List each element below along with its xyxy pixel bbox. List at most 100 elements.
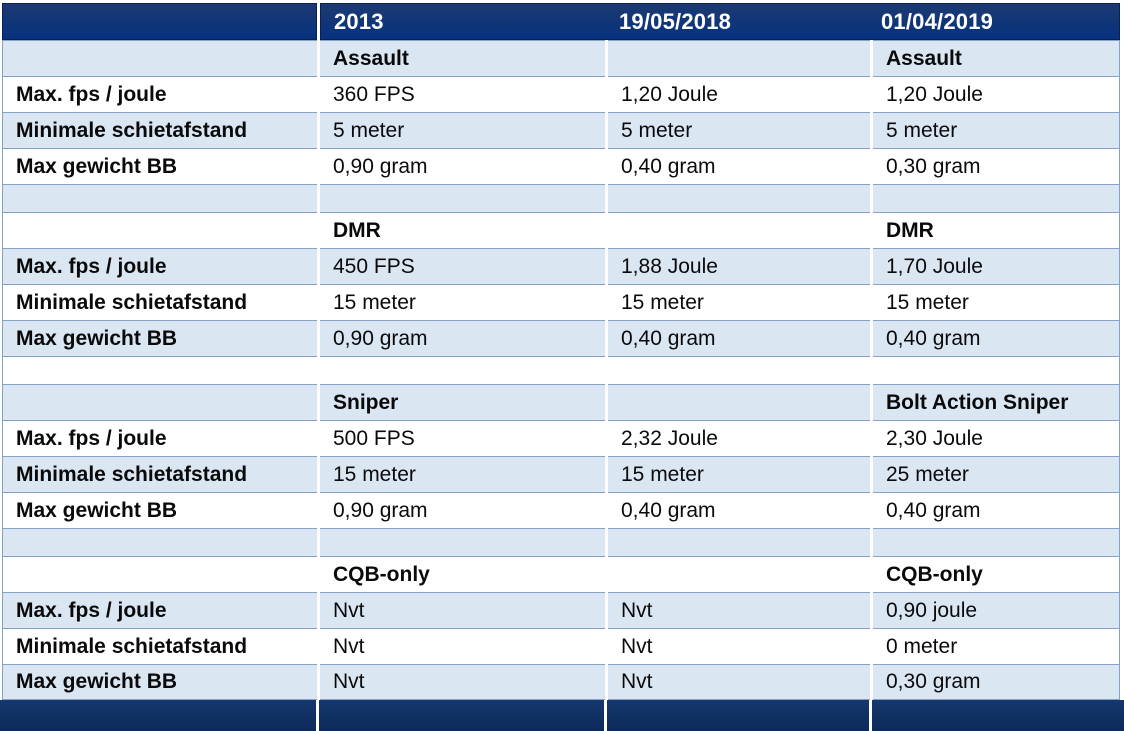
- spacer-cell: [3, 356, 317, 384]
- value-cell-2018: 0,40 gram: [608, 148, 870, 184]
- footer-cell: [319, 700, 604, 731]
- header-years-cell: 2013 19/05/2018 01/04/2019: [320, 3, 1120, 40]
- section-name-2013: DMR: [320, 212, 605, 248]
- spacer-cell: [873, 356, 1119, 384]
- row-label-cell: Max gewicht BB: [3, 320, 317, 356]
- value-cell-2013: Nvt: [320, 592, 605, 628]
- section-name-2018: [608, 40, 870, 76]
- table-row: Max gewicht BB 0,90 gram 0,40 gram 0,40 …: [3, 320, 1119, 356]
- row-label-cell: Max. fps / joule: [3, 248, 317, 284]
- row-label-cell: Max. fps / joule: [3, 420, 317, 456]
- section-name-2019: Assault: [873, 40, 1119, 76]
- value-cell-2013: 0,90 gram: [320, 492, 605, 528]
- table-row: Minimale schietafstand 15 meter 15 meter…: [3, 284, 1119, 320]
- spacer-cell: [3, 528, 317, 556]
- value-cell-2018: Nvt: [608, 628, 870, 664]
- section-name-2019: Bolt Action Sniper: [873, 384, 1119, 420]
- value-cell-2019: 1,20 Joule: [873, 76, 1119, 112]
- header-col-2013: 2013: [334, 8, 384, 34]
- section-name-2019: CQB-only: [873, 556, 1119, 592]
- row-label-cell: Minimale schietafstand: [3, 456, 317, 492]
- section-header-row-dmr: DMR DMR: [3, 212, 1119, 248]
- section-name-2013: CQB-only: [320, 556, 605, 592]
- value-cell-2013: Nvt: [320, 628, 605, 664]
- spacer-row: [3, 356, 1119, 384]
- section-header-row-cqb: CQB-only CQB-only: [3, 556, 1119, 592]
- value-cell-2019: 0,40 gram: [873, 492, 1119, 528]
- header-col-2019: 01/04/2019: [881, 8, 994, 34]
- value-cell-2019: 2,30 Joule: [873, 420, 1119, 456]
- table-body: Assault Assault Max. fps / joule 360 FPS…: [2, 40, 1120, 700]
- value-cell-2013: 450 FPS: [320, 248, 605, 284]
- value-cell-2018: 0,40 gram: [608, 320, 870, 356]
- section-name-2018: [608, 384, 870, 420]
- value-cell-2018: 15 meter: [608, 456, 870, 492]
- value-cell-2019: 0,30 gram: [873, 664, 1119, 700]
- header-col-2018: 19/05/2018: [619, 8, 732, 34]
- section-header-row-assault: Assault Assault: [3, 40, 1119, 76]
- spacer-cell: [873, 184, 1119, 212]
- row-label-cell: Minimale schietafstand: [3, 628, 317, 664]
- row-label-cell: Max gewicht BB: [3, 664, 317, 700]
- value-cell-2019: 0,40 gram: [873, 320, 1119, 356]
- footer-cell: [0, 700, 316, 731]
- value-cell-2018: 0,40 gram: [608, 492, 870, 528]
- value-cell-2019: 15 meter: [873, 284, 1119, 320]
- footer-cell: [607, 700, 869, 731]
- row-label-cell: Max gewicht BB: [3, 148, 317, 184]
- header-corner-cell: [2, 3, 317, 40]
- value-cell-2019: 25 meter: [873, 456, 1119, 492]
- value-cell-2013: 0,90 gram: [320, 148, 605, 184]
- footer-cell: [872, 700, 1124, 731]
- table-row: Minimale schietafstand Nvt Nvt 0 meter: [3, 628, 1119, 664]
- table-header-row: 2013 19/05/2018 01/04/2019: [2, 3, 1120, 40]
- value-cell-2013: Nvt: [320, 664, 605, 700]
- spacer-cell: [608, 184, 870, 212]
- spacer-cell: [608, 528, 870, 556]
- spacer-cell: [320, 184, 605, 212]
- value-cell-2018: Nvt: [608, 592, 870, 628]
- spacer-row: [3, 184, 1119, 212]
- table-row: Max. fps / joule 450 FPS 1,88 Joule 1,70…: [3, 248, 1119, 284]
- spacer-row: [3, 528, 1119, 556]
- spacer-cell: [320, 356, 605, 384]
- spacer-cell: [320, 528, 605, 556]
- value-cell-2019: 5 meter: [873, 112, 1119, 148]
- value-cell-2018: 1,88 Joule: [608, 248, 870, 284]
- table-row: Max. fps / joule Nvt Nvt 0,90 joule: [3, 592, 1119, 628]
- row-label-cell: Max gewicht BB: [3, 492, 317, 528]
- table-row: Max. fps / joule 500 FPS 2,32 Joule 2,30…: [3, 420, 1119, 456]
- row-label-cell: Minimale schietafstand: [3, 284, 317, 320]
- value-cell-2018: 1,20 Joule: [608, 76, 870, 112]
- table-row: Max gewicht BB Nvt Nvt 0,30 gram: [3, 664, 1119, 700]
- row-label-cell: [3, 40, 317, 76]
- section-name-2018: [608, 556, 870, 592]
- table-row: Minimale schietafstand 5 meter 5 meter 5…: [3, 112, 1119, 148]
- spacer-cell: [873, 528, 1119, 556]
- value-cell-2019: 0,30 gram: [873, 148, 1119, 184]
- row-label-cell: Max. fps / joule: [3, 592, 317, 628]
- value-cell-2013: 360 FPS: [320, 76, 605, 112]
- section-header-row-sniper: Sniper Bolt Action Sniper: [3, 384, 1119, 420]
- value-cell-2018: 15 meter: [608, 284, 870, 320]
- row-label-cell: [3, 212, 317, 248]
- table-row: Minimale schietafstand 15 meter 15 meter…: [3, 456, 1119, 492]
- spacer-cell: [3, 184, 317, 212]
- row-label-cell: [3, 556, 317, 592]
- table-row: Max. fps / joule 360 FPS 1,20 Joule 1,20…: [3, 76, 1119, 112]
- row-label-cell: Minimale schietafstand: [3, 112, 317, 148]
- value-cell-2019: 1,70 Joule: [873, 248, 1119, 284]
- value-cell-2019: 0 meter: [873, 628, 1119, 664]
- value-cell-2013: 500 FPS: [320, 420, 605, 456]
- value-cell-2019: 0,90 joule: [873, 592, 1119, 628]
- value-cell-2013: 15 meter: [320, 456, 605, 492]
- spacer-cell: [608, 356, 870, 384]
- value-cell-2013: 5 meter: [320, 112, 605, 148]
- section-name-2019: DMR: [873, 212, 1119, 248]
- row-label-cell: Max. fps / joule: [3, 76, 317, 112]
- row-label-cell: [3, 384, 317, 420]
- value-cell-2013: 15 meter: [320, 284, 605, 320]
- table-row: Max gewicht BB 0,90 gram 0,40 gram 0,30 …: [3, 148, 1119, 184]
- value-cell-2018: Nvt: [608, 664, 870, 700]
